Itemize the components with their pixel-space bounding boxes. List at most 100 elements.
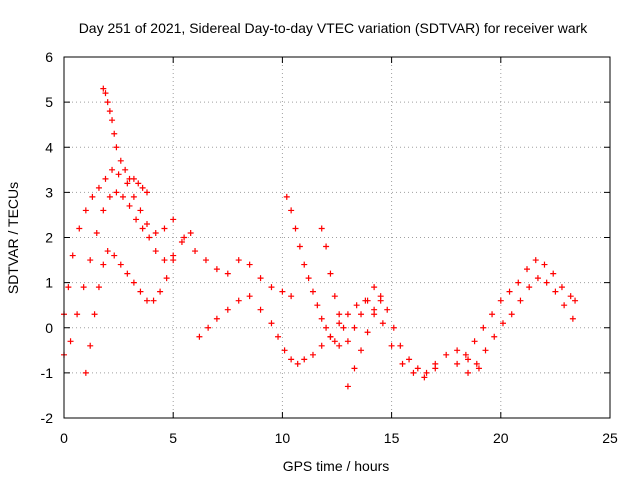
data-point-trace-a [82,207,89,214]
data-point-trace-c [124,270,131,277]
data-point-trace-j [351,365,358,372]
data-point-trace-g [323,243,330,250]
data-point-trace-e [196,333,203,340]
data-point-trace-e [318,342,325,349]
data-point-trace-e [454,347,461,354]
data-point-trace-b [80,284,87,291]
data-point-trace-i [517,297,524,304]
data-point-trace-i [482,347,489,354]
data-point-trace-j [377,297,384,304]
data-point-trace-a [109,166,116,173]
data-point-trace-d [106,108,113,115]
data-point-trace-d [117,157,124,164]
x-tick-label: 15 [384,430,400,446]
data-point-trace-e [388,342,395,349]
y-tick-labels: -2 -1 0 1 2 3 4 5 6 [41,49,54,426]
x-tick-label: 25 [602,430,618,446]
data-point-trace-c [130,279,137,286]
data-point-trace-c [150,297,157,304]
data-point-trace-a [246,261,253,268]
data-point-trace-h [541,261,548,268]
data-point-trace-b [113,189,120,196]
data-point-trace-i [473,360,480,367]
data-point-trace-c [170,257,177,264]
data-point-trace-g [432,360,439,367]
data-point-trace-d [100,85,107,92]
data-point-trace-e [275,333,282,340]
data-point-trace-g [327,270,334,277]
data-point-trace-h [567,293,574,300]
data-point-trace-e [399,360,406,367]
data-point-trace-h [572,297,579,304]
data-point-trace-h [524,266,531,273]
data-point-trace-i [508,311,515,318]
data-point-trace-i [561,302,568,309]
data-point-trace-f [288,207,295,214]
data-point-trace-e [213,315,220,322]
data-point-trace-b [161,257,168,264]
data-point-trace-a [192,248,199,255]
y-tick-label: 6 [45,49,53,65]
x-tick-label: 10 [275,430,291,446]
data-point-trace-i [465,369,472,376]
data-point-trace-c [157,288,164,295]
data-point-trace-b [106,193,113,200]
data-point-trace-c [95,284,102,291]
data-point-trace-c [104,248,111,255]
data-point-trace-h [558,284,565,291]
data-point-trace-d [104,99,111,106]
data-point-trace-a [202,257,209,264]
data-point-trace-a [224,270,231,277]
y-tick-label: 1 [45,275,53,291]
data-point-trace-g [414,365,421,372]
data-point-trace-a [115,171,122,178]
data-point-trace-e [465,356,472,363]
y-tick-label: 4 [45,139,53,155]
data-point-trace-a [69,252,76,259]
y-tick-label: 3 [45,184,53,200]
data-point-trace-a [213,266,220,273]
data-point-trace-e [281,347,288,354]
data-point-trace-i [543,279,550,286]
data-point-trace-j [371,311,378,318]
data-point-trace-d [139,184,146,191]
data-point-trace-h [454,360,461,367]
data-point-trace-e [205,324,212,331]
data-point-trace-e [344,311,351,318]
data-point-trace-e [410,369,417,376]
data-point-trace-a [170,216,177,223]
data-point-trace-g [406,356,413,363]
chart-title: Day 251 of 2021, Sidereal Day-to-day VTE… [79,20,589,36]
data-point-trace-a [268,284,275,291]
data-point-trace-a [161,225,168,232]
data-point-trace-a [124,180,131,187]
data-point-trace-a [181,234,188,241]
data-point-trace-f [292,225,299,232]
data-point-trace-i [499,320,506,327]
y-axis-label: SDTVAR / TECUs [5,182,21,294]
data-point-trace-g [318,225,325,232]
data-point-trace-b [178,239,185,246]
data-point-trace-b [119,193,126,200]
data-point-trace-a [137,207,144,214]
data-point-trace-b [93,229,100,236]
data-point-trace-i [526,284,533,291]
data-point-trace-g [397,342,404,349]
data-point-trace-h [462,351,469,358]
data-point-trace-e [336,320,343,327]
data-point-trace-g [331,293,338,300]
data-point-trace-c [111,252,118,259]
axis-ticks [63,56,611,419]
data-point-trace-j [344,383,351,390]
y-tick-label: -1 [41,365,54,381]
data-point-trace-e [443,351,450,358]
data-point-trace-h [550,270,557,277]
data-point-trace-d [143,189,150,196]
data-point-trace-i [552,288,559,295]
data-point-trace-a [288,293,295,300]
data-point-trace-g [364,297,371,304]
data-point-trace-e [421,374,428,381]
data-point-trace-b [146,234,153,241]
data-point-trace-f [318,315,325,322]
